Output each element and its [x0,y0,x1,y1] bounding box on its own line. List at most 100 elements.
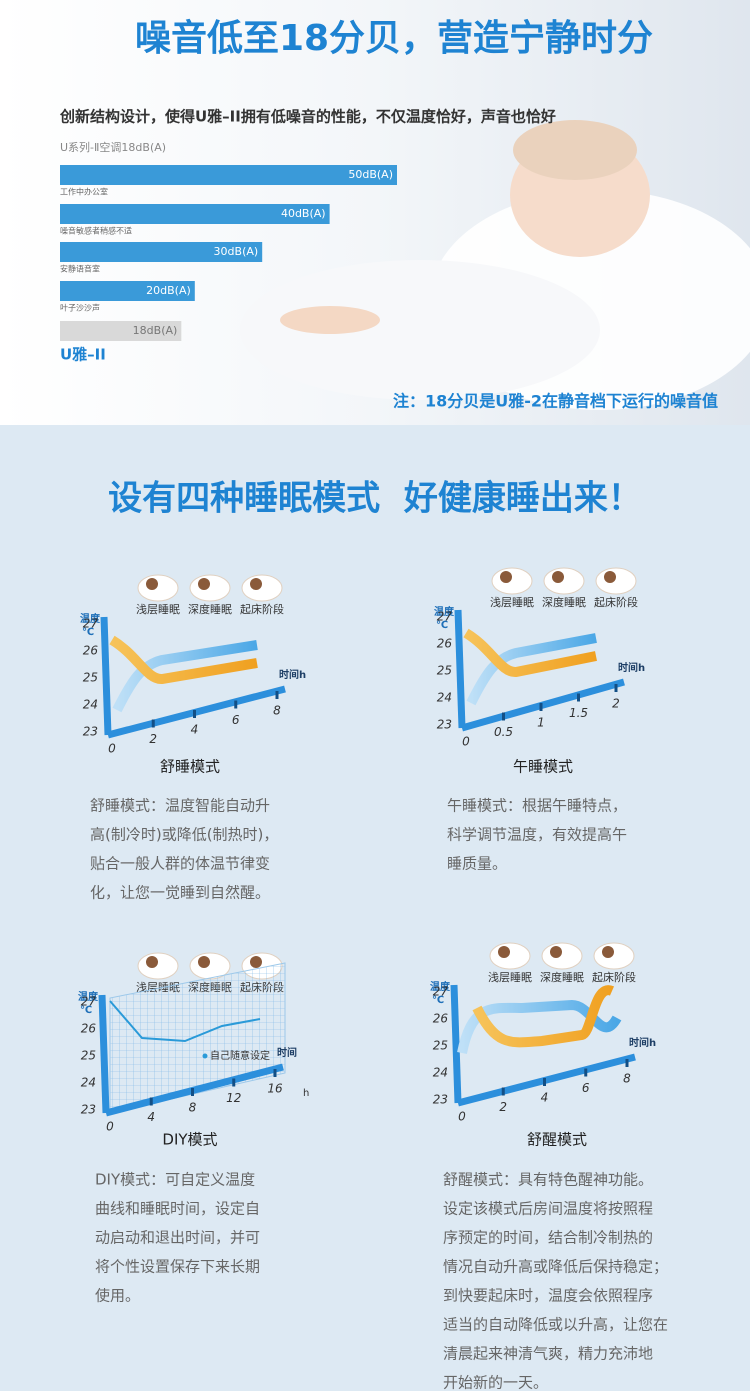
stage-icon-head [250,956,262,968]
section-title: 设有四种睡眠模式 好健康睡出来！ [108,479,642,519]
x-tick-label: 0.5 [494,725,513,739]
page-title: 噪音低至18分贝，营造宁静时分 [135,18,653,59]
y-tick-label: 25 [433,1039,448,1053]
y-axis [100,616,112,736]
y-tick-label: 23 [437,718,452,732]
stage-icon [543,567,585,595]
stage-label: 浅层睡眠 [488,971,532,984]
x-tick-label: 4 [541,1091,549,1105]
x-tick-label: 8 [189,1101,197,1115]
category-label: 工作中办公室 [60,187,108,197]
x-tick-label: 4 [191,723,199,737]
category-label: 安静语音室 [60,264,100,274]
x-tick-label: 4 [147,1110,155,1124]
value-label: 18dB(A) [133,324,178,337]
x-tick-label: 2 [612,697,620,711]
stage-icon [491,567,533,595]
y-axis-label: 温度 [430,980,451,993]
x-axis [107,685,286,739]
y-tick-label: 26 [437,637,453,651]
y-axis [450,984,462,1104]
subtitle: 创新结构设计，使得U雅–II拥有低噪音的性能，不仅温度恰好，声音也恰好 [59,108,556,126]
stage-icon [593,942,635,970]
baby-photo [240,120,750,410]
x-tick-label: 1.5 [569,706,588,720]
x-tick-label: 0 [108,742,116,756]
y-tick-label: 23 [83,725,98,739]
category-label: 叶子沙沙声 [60,303,100,313]
mode-description: 设定该模式后房间温度将按照程 [443,1200,653,1218]
mode-description: 曲线和睡眠时间，设定自 [95,1200,260,1218]
y-tick-label: 26 [433,1012,449,1026]
legend-dot [202,1053,208,1059]
x-tick-label: 6 [232,713,240,727]
bar [60,321,182,341]
x-axis-label: 时间h [629,1036,656,1049]
value-label: 50dB(A) [348,168,393,181]
stage-icon-head [604,571,616,583]
y-tick-label: 27 [437,610,453,624]
stage-icon [137,574,179,602]
stage-icon-head [146,956,158,968]
value-label: 20dB(A) [146,284,191,297]
x-axis [457,1053,636,1107]
stage-label: 深度睡眠 [540,970,584,984]
y-axis [98,994,110,1114]
stage-icon-head [498,946,510,958]
x-axis-unit: h [303,1088,309,1099]
stage-icon-head [250,578,262,590]
y-tick-label: 24 [437,691,452,705]
x-tick-label: 0 [462,735,470,749]
mode-description: 清晨起来神清气爽，精力充沛地 [443,1345,653,1363]
mode-name: 舒睡模式 [160,758,220,776]
x-axis [105,1063,284,1117]
mode-description: 化，让您一觉睡到自然醒。 [90,884,270,902]
bar [60,204,330,224]
mode-name: 午睡模式 [513,758,573,776]
y-tick-label: 25 [81,1049,96,1063]
category-label: 噪音敏感者稍感不适 [60,226,132,236]
y-tick-label: 23 [433,1093,448,1107]
mode-description: 使用。 [95,1287,140,1305]
mode-description: 贴合一般人群的体温节律变 [90,855,270,873]
stage-label: 深度睡眠 [542,595,586,609]
mode-description: 舒醒模式：具有特色醒神功能。 [443,1171,653,1189]
orange-curve [109,635,258,684]
x-axis-label: 时间 [277,1046,297,1059]
mode-description: 序预定的时间，结合制冷制热的 [443,1229,653,1247]
orange-curve [463,628,597,677]
y-tick-label: 27 [83,617,99,631]
mode-description: 将个性设置保存下来长期 [95,1258,260,1276]
legend-label: 自己随意设定 [210,1049,270,1062]
x-tick-label: 12 [226,1091,241,1105]
mode-description: 开始新的一天。 [443,1374,548,1391]
y-tick-label: 24 [433,1066,448,1080]
stage-icon [189,574,231,602]
y-tick-label: 24 [81,1076,96,1090]
x-tick-label: 6 [582,1081,590,1095]
x-tick-label: 0 [106,1120,114,1134]
stage-label: 深度睡眠 [188,602,232,616]
y-axis-label: 温度 [80,612,101,625]
category-label: U雅–II [60,346,106,364]
y-axis [454,609,466,729]
x-tick-label: 0 [458,1110,466,1124]
stage-label: 起床阶段 [240,602,284,616]
y-axis-label: 温度 [434,605,455,618]
y-tick-label: 25 [437,664,452,678]
modes: 浅层睡眠 深度睡眠 起床阶段温度℃272625242302468时间h舒睡模式舒睡模… [78,567,668,1391]
mode-description: 到快要起床时，温度会依照程序 [443,1287,653,1305]
y-tick-label: 27 [433,985,449,999]
y-axis-label: 温度 [78,990,99,1003]
mode-description: 适当的自动降低或以升高，让您在 [443,1316,668,1334]
blue-curve [457,999,622,1055]
x-tick-label: 8 [623,1072,631,1086]
y-tick-label: 26 [83,644,99,658]
mode-name: 舒醒模式 [527,1131,587,1149]
mode-panel: 浅层睡眠 深度睡眠 起床阶段温度℃272625242302468时间h舒睡模式舒睡模… [80,574,306,902]
mode-panel: 浅层睡眠深度睡眠起床阶段温度℃27262524230481216时间h自己随意设… [78,952,309,1305]
stage-icon-head [550,946,562,958]
x-tick-label: 8 [273,704,281,718]
